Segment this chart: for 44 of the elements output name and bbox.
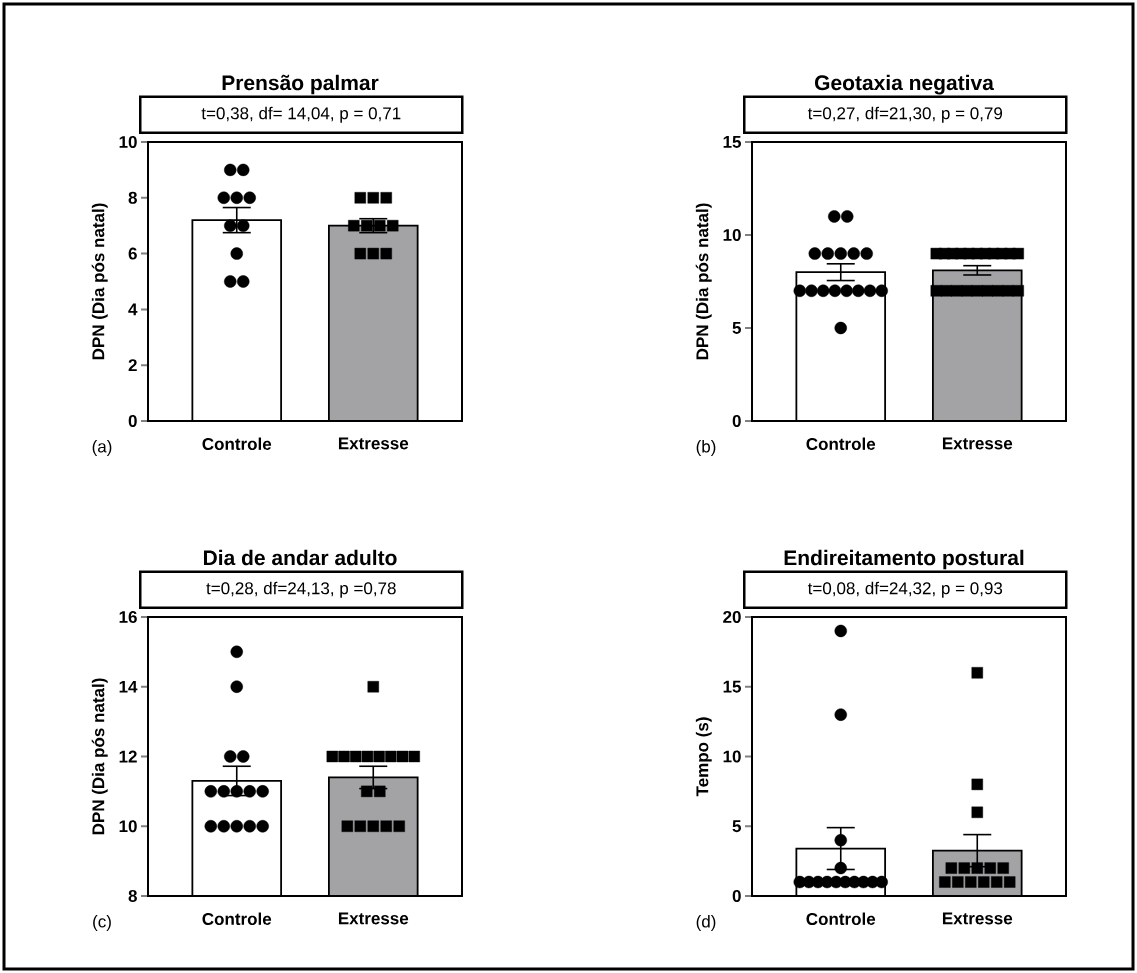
y-tick-label: 6	[128, 247, 137, 260]
y-tick-label: 10	[119, 820, 137, 833]
text: t=0,27, df=21,30, p = 0,79	[807, 106, 1003, 123]
y-axis-title: DPN (Dia pós natal)	[91, 203, 108, 360]
y-tick-label: 0	[732, 889, 741, 903]
text: t=0,38, df= 14,04, p = 0,71	[201, 106, 401, 123]
text: t=0,28, df=24,13, p =0,78	[206, 581, 396, 598]
x-tick-label: Controle	[202, 912, 272, 926]
x-tick-label: Controle	[806, 912, 876, 926]
y-tick-label: 2	[128, 359, 137, 372]
text: t=0,08, df=24,32, p = 0,93	[807, 581, 1003, 598]
text: (a)	[92, 440, 112, 456]
y-tick-label: 0	[128, 414, 137, 428]
x-tick-label: Extresse	[942, 912, 1013, 925]
y-axis-title: DPN (Dia pós natal)	[695, 203, 712, 360]
y-tick-label: 16	[119, 610, 137, 624]
text: (d)	[696, 915, 716, 931]
chart-title: Geotaxia negativa	[815, 74, 994, 95]
text: (c)	[93, 915, 111, 931]
chart-title: Dia de andar adulto	[203, 549, 397, 566]
y-tick-label: 10	[723, 750, 741, 763]
x-tick-label: Controle	[806, 437, 876, 451]
y-tick-label: 10	[119, 135, 137, 149]
y-tick-label: 8	[128, 889, 137, 903]
text: (b)	[696, 440, 716, 456]
y-tick-label: 5	[732, 322, 742, 334]
x-tick-label: Controle	[202, 437, 272, 451]
y-axis-title: Tempo (s)	[695, 717, 712, 797]
y-tick-label: 12	[119, 750, 137, 763]
y-tick-label: 4	[128, 303, 138, 316]
y-tick-label: 10	[723, 228, 741, 242]
y-tick-label: 8	[128, 191, 137, 204]
x-tick-label: Extresse	[942, 437, 1013, 450]
y-tick-label: 5	[732, 820, 742, 833]
chart-title: Endireitamento postural	[784, 549, 1024, 570]
x-tick-label: Extresse	[338, 437, 409, 450]
y-tick-label: 20	[723, 610, 741, 624]
y-tick-label: 0	[732, 414, 741, 428]
chart-title: Prensão palmar	[222, 74, 379, 95]
y-tick-label: 15	[723, 680, 741, 693]
y-tick-label: 14	[119, 680, 138, 693]
y-tick-label: 15	[723, 136, 741, 148]
y-axis-title: DPN (Dia pós natal)	[91, 678, 108, 835]
x-tick-label: Extresse	[338, 912, 409, 925]
